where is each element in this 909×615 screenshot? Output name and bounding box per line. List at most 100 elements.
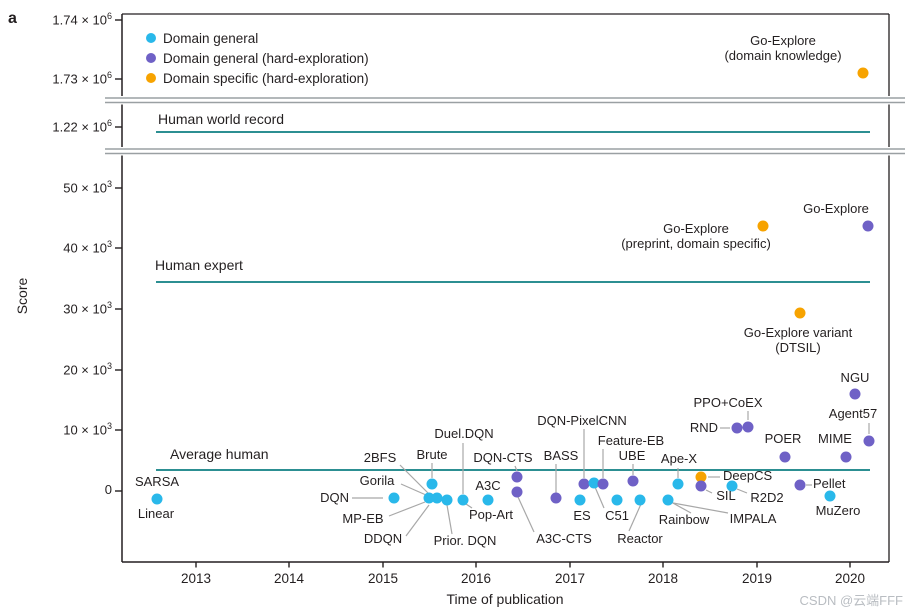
label-go-explore: Go-Explore xyxy=(803,201,869,216)
legend-item-label: Domain general xyxy=(163,30,259,46)
leader-line xyxy=(388,501,426,517)
point-c51 xyxy=(611,494,623,506)
leader-line xyxy=(736,488,748,494)
y-tick-label: 1.22 × 106 xyxy=(52,118,112,135)
leader-line xyxy=(465,503,473,509)
point-sarsa xyxy=(151,493,163,505)
label-ube: UBE xyxy=(618,448,646,463)
point-a3c-cts xyxy=(511,486,523,498)
y-tick-label: 1.74 × 106 xyxy=(52,11,112,28)
y-tick-label: 0 xyxy=(104,482,112,497)
leader-line xyxy=(399,464,429,494)
x-tick-label: 2013 xyxy=(180,571,212,586)
label-reactor: Reactor xyxy=(617,531,663,546)
label-go-explore-preprint: Go-Explore (preprint, domain specific) xyxy=(621,221,771,251)
x-tick-label: 2014 xyxy=(273,571,305,586)
point-ube xyxy=(627,475,639,487)
label-feature-eb: Feature-EB xyxy=(597,433,665,448)
y-tick-exponent: 6 xyxy=(106,11,112,21)
label-sil: SIL xyxy=(716,488,736,503)
label-muzero: MuZero xyxy=(815,503,861,518)
ref-line-label-human-world-record: Human world record xyxy=(158,111,285,127)
label-es: ES xyxy=(573,508,591,523)
label-ddqn: DDQN xyxy=(363,531,403,546)
legend-item-label: Domain specific (hard-exploration) xyxy=(163,70,369,86)
point-dqn-cts xyxy=(511,471,523,483)
label-impala: IMPALA xyxy=(729,511,777,526)
x-tick-label: 2016 xyxy=(460,571,492,586)
leader-line xyxy=(705,489,713,494)
y-tick-label: 30 × 103 xyxy=(63,300,112,317)
point-a3c xyxy=(482,494,494,506)
label-dqn: DQN xyxy=(320,490,349,505)
ref-line-label-human-expert: Human expert xyxy=(155,257,243,273)
label-gorila: Gorila xyxy=(359,473,395,488)
point-gorila-cluster-a xyxy=(423,492,435,504)
label-agent57: Agent57 xyxy=(828,406,878,421)
legend-item-0: Domain general xyxy=(146,28,369,48)
point-poer xyxy=(779,451,791,463)
point-muzero xyxy=(824,490,836,502)
leader-line xyxy=(514,465,518,472)
point-ngu xyxy=(849,388,861,400)
y-tick-label: 1.73 × 106 xyxy=(52,70,112,87)
point-pellet xyxy=(794,479,806,491)
x-tick-label: 2018 xyxy=(647,571,679,586)
y-tick-label: 40 × 103 xyxy=(63,239,112,256)
point-feature-eb xyxy=(597,478,609,490)
point-sil xyxy=(695,480,707,492)
y-tick-exponent: 3 xyxy=(106,179,112,189)
axis-break-gap xyxy=(105,147,905,156)
point-prior-dqn xyxy=(441,494,453,506)
label-a3c: A3C xyxy=(475,478,501,493)
point-go-explore-dk xyxy=(857,67,869,79)
y-tick-label: 20 × 103 xyxy=(63,361,112,378)
legend-dot-icon xyxy=(146,73,156,83)
point-ape-x xyxy=(672,478,684,490)
point-go-explore xyxy=(862,220,874,232)
leader-line xyxy=(446,504,453,535)
y-tick-label: 10 × 103 xyxy=(63,421,112,438)
legend-dot-icon xyxy=(146,33,156,43)
label-prior-dqn: Prior. DQN xyxy=(433,533,497,548)
point-rainbow xyxy=(634,494,646,506)
point-agent57 xyxy=(863,435,875,447)
leader-line xyxy=(672,502,729,514)
x-tick-label: 2015 xyxy=(367,571,399,586)
label-go-explore-dk: Go-Explore (domain knowledge) xyxy=(724,33,842,63)
axis-break-gap xyxy=(105,96,905,105)
label-poer: POER xyxy=(764,431,802,446)
y-tick-exponent: 3 xyxy=(106,421,112,431)
x-axis-title: Time of publication xyxy=(446,591,564,607)
label-brute: Brute xyxy=(416,447,448,462)
legend-item-label: Domain general (hard-exploration) xyxy=(163,50,369,66)
y-tick-label: 50 × 103 xyxy=(63,179,112,196)
label-mime: MIME xyxy=(818,431,852,446)
label-a3c-cts: A3C-CTS xyxy=(536,531,592,546)
label-dqn-cts: DQN-CTS xyxy=(473,450,533,465)
legend-item-2: Domain specific (hard-exploration) xyxy=(146,68,369,88)
point-go-explore-preprint xyxy=(757,220,769,232)
label-2bfs: 2BFS xyxy=(363,450,397,465)
point-rnd xyxy=(731,422,743,434)
y-tick-exponent: 6 xyxy=(106,118,112,128)
label-mp-eb: MP-EB xyxy=(342,511,384,526)
leader-line xyxy=(517,496,535,533)
point-duel-dqn xyxy=(457,494,469,506)
legend-dot-icon xyxy=(146,53,156,63)
label-c51: C51 xyxy=(605,508,629,523)
y-tick-exponent: 3 xyxy=(106,239,112,249)
leader-line xyxy=(405,504,430,537)
legend: Domain general Domain general (hard-explo… xyxy=(146,28,369,88)
y-tick-exponent: 6 xyxy=(106,70,112,80)
label-pop-art: Pop-Art xyxy=(468,507,514,522)
leader-line xyxy=(400,483,427,496)
x-tick-label: 2019 xyxy=(741,571,773,586)
label-go-explore-variant: Go-Explore variant (DTSIL) xyxy=(743,325,853,355)
label-ngu: NGU xyxy=(840,370,870,385)
point-gorila-cluster-b xyxy=(431,492,443,504)
point-es xyxy=(574,494,586,506)
label-r2d2: R2D2 xyxy=(750,490,784,505)
